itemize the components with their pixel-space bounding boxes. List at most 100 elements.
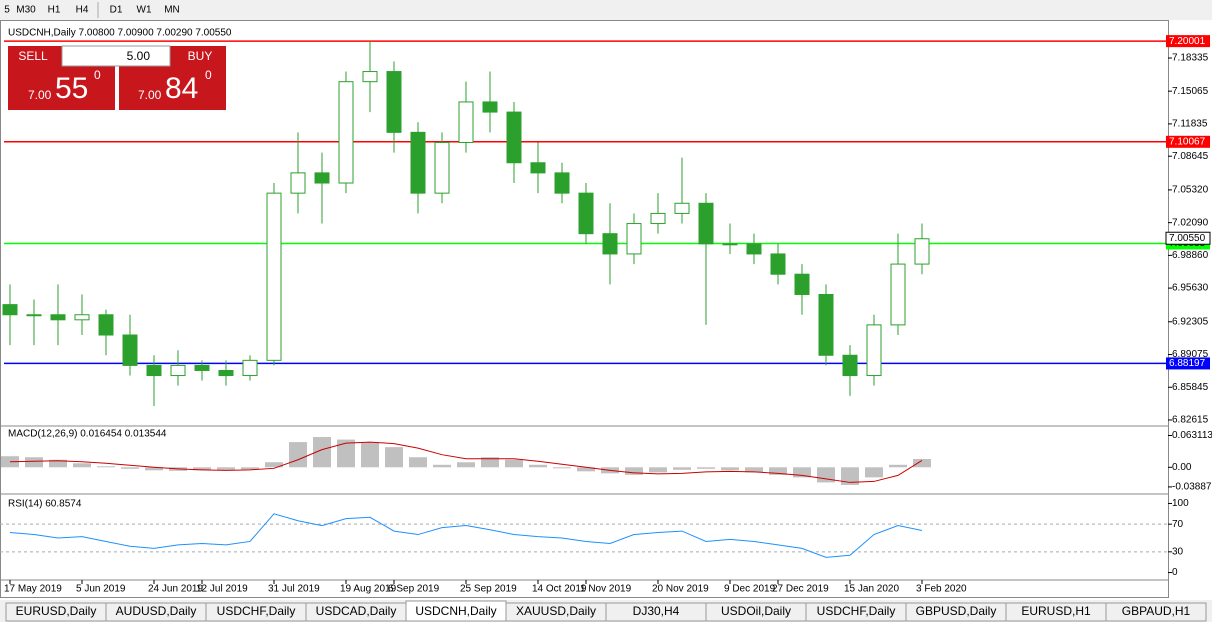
level-label: 6.88197 <box>1169 358 1206 369</box>
y-tick-label: 7.05320 <box>1172 185 1209 196</box>
timeframe-button[interactable]: D1 <box>110 5 123 16</box>
sell-point: 0 <box>94 68 101 82</box>
tab-label: XAUUSD,Daily <box>516 604 596 618</box>
macd-bar <box>289 442 307 468</box>
chart-frame <box>0 20 1169 598</box>
y-tick-label: 100 <box>1172 498 1189 509</box>
candle-body <box>146 364 162 377</box>
tab-label: EURUSD,Daily <box>16 604 97 618</box>
level-label-bg <box>1166 35 1210 48</box>
macd-bar <box>577 467 595 472</box>
macd-bar <box>25 457 43 468</box>
macd-bar <box>841 467 859 485</box>
x-tick-label: 17 May 2019 <box>4 584 62 595</box>
macd-bar <box>481 457 499 468</box>
y-tick-label: 7.02090 <box>1172 217 1209 228</box>
buy-pips: 84 <box>165 72 198 105</box>
timeframe-button[interactable]: H1 <box>48 5 61 16</box>
x-tick-label: 25 Sep 2019 <box>460 584 517 595</box>
candle-body <box>362 71 378 83</box>
candle-body <box>122 334 138 366</box>
candle-body <box>266 192 282 361</box>
macd-bar <box>217 467 235 470</box>
x-tick-label: 6 Sep 2019 <box>388 584 440 595</box>
timeframe-button[interactable]: MN <box>164 5 180 16</box>
candle-body <box>506 111 522 164</box>
macd-bar <box>745 467 763 473</box>
candle-body <box>98 314 114 336</box>
candle-body <box>794 273 810 295</box>
timeframe-button[interactable]: W1 <box>137 5 152 16</box>
macd-bar <box>433 464 451 468</box>
timeframe-button[interactable]: 5 <box>4 5 10 16</box>
macd-bar <box>793 467 811 478</box>
y-tick-label: 0.063113 <box>1172 430 1212 441</box>
y-tick-label: 6.98860 <box>1172 250 1209 261</box>
y-tick-label: 7.18335 <box>1172 53 1209 64</box>
macd-bar <box>193 467 211 471</box>
candle-body <box>626 223 642 255</box>
y-tick-label: 7.08645 <box>1172 151 1209 162</box>
x-tick-label: 27 Dec 2019 <box>772 584 829 595</box>
candle-body <box>50 314 66 321</box>
y-tick-label: 6.82615 <box>1172 415 1209 426</box>
macd-bar <box>313 437 331 468</box>
tab-label: USDCNH,Daily <box>415 604 496 618</box>
macd-bar <box>889 464 907 468</box>
timeframe-button[interactable]: M30 <box>16 5 36 16</box>
candle-body <box>434 141 450 194</box>
candle-body <box>170 364 186 377</box>
macd-bar <box>913 459 931 468</box>
sell-label: SELL <box>18 49 48 63</box>
candle-body <box>578 192 594 235</box>
candle-body <box>842 354 858 377</box>
x-tick-label: 3 Feb 2020 <box>916 584 967 595</box>
candle-body <box>458 101 474 143</box>
candle-body <box>386 71 402 133</box>
x-tick-label: 31 Jul 2019 <box>268 584 320 595</box>
y-tick-label: 6.89075 <box>1172 349 1209 360</box>
x-tick-label: 1 Nov 2019 <box>580 584 632 595</box>
tab-label: USDOil,Daily <box>721 604 791 618</box>
y-tick-label: 70 <box>1172 519 1184 530</box>
level-label: 7.20001 <box>1169 36 1206 47</box>
y-tick-label: 0.00 <box>1172 462 1192 473</box>
last-price-label: 7.00550 <box>1169 233 1206 244</box>
level-label-bg <box>1166 357 1210 370</box>
x-tick-label: 14 Oct 2019 <box>532 584 587 595</box>
candle-body <box>218 369 234 377</box>
macd-bar <box>697 467 715 469</box>
x-tick-label: 15 Jan 2020 <box>844 584 899 595</box>
macd-signal <box>9 441 923 483</box>
y-tick-label: 6.85845 <box>1172 382 1209 393</box>
buy-label: BUY <box>188 49 213 63</box>
candle-body <box>242 359 258 377</box>
y-tick-label: 7.15065 <box>1172 86 1209 97</box>
candle-body <box>26 314 42 317</box>
lots-input[interactable] <box>61 45 171 67</box>
macd-bar <box>73 463 91 468</box>
y-tick-label: 6.92305 <box>1172 316 1209 327</box>
macd-bar <box>241 467 259 470</box>
macd-bar <box>337 439 355 468</box>
tab-label: USDCAD,Daily <box>316 604 397 618</box>
timeframe-button[interactable]: H4 <box>76 5 89 16</box>
macd-bar <box>457 462 475 468</box>
candle-body <box>410 131 426 194</box>
macd-bar <box>649 467 667 473</box>
candle-body <box>722 243 738 246</box>
macd-bar <box>553 467 571 469</box>
candle-body <box>770 253 786 275</box>
macd-bar <box>505 459 523 468</box>
candle-body <box>650 212 666 225</box>
tab-label: AUDUSD,Daily <box>116 604 197 618</box>
lots-value: 5.00 <box>127 49 151 63</box>
macd-bar <box>409 457 427 468</box>
toolbar <box>0 0 1212 20</box>
candle-body <box>866 324 882 377</box>
tab[interactable] <box>1105 602 1207 622</box>
tab-label: USDCHF,Daily <box>817 604 896 618</box>
macd-bar <box>97 466 115 468</box>
candle-body <box>698 202 714 245</box>
